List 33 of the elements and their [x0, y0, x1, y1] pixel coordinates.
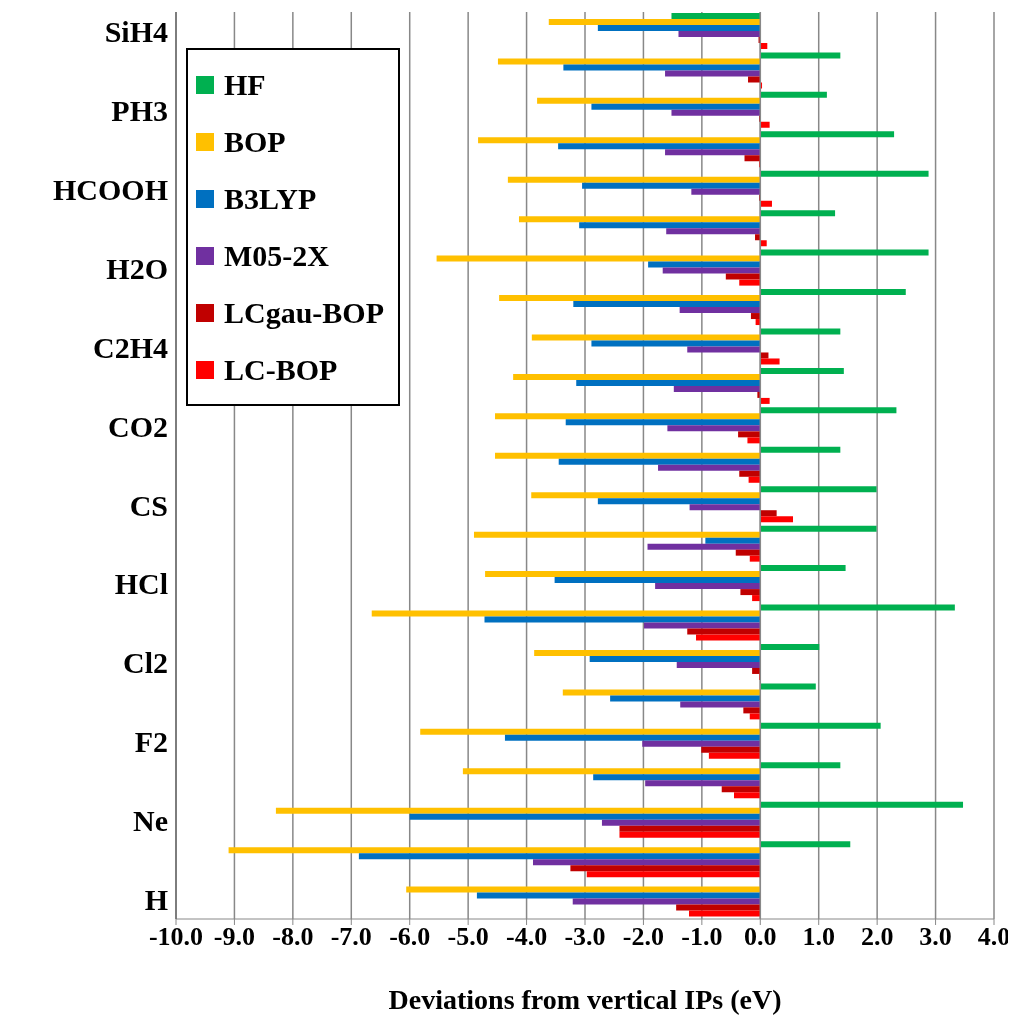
x-tick-label: -10.0 [148, 922, 204, 952]
y-tick-label: CO2 [108, 409, 168, 443]
x-tick-label: -2.0 [622, 922, 665, 952]
x-tick-label: 1.0 [802, 922, 835, 952]
x-tick-label: 3.0 [919, 922, 952, 952]
y-tick-label: PH3 [111, 94, 168, 128]
legend-label: HF [224, 67, 266, 102]
x-tick-label: 0.0 [744, 922, 777, 952]
x-tick-label: -5.0 [447, 922, 489, 952]
x-axis-title: Deviations from vertical IPs (eV) [388, 984, 782, 1015]
legend-label: B3LYP [224, 181, 317, 216]
legend-label: BOP [224, 124, 286, 159]
x-tick-label: -8.0 [272, 922, 314, 952]
x-tick-label: -6.0 [389, 922, 431, 952]
y-tick-label: CS [129, 488, 168, 522]
y-tick-label: SiH4 [104, 15, 168, 49]
y-tick-label: F2 [134, 725, 168, 759]
y-tick-label: HCl [114, 567, 168, 601]
x-tick-label: -3.0 [564, 922, 606, 952]
y-tick-label: C2H4 [93, 330, 168, 364]
x-tick-label: 2.0 [860, 922, 894, 952]
legend-label: M05-2X [224, 238, 329, 273]
x-tick-label: -4.0 [505, 922, 548, 952]
legend-label: LCgau-BOP [224, 295, 385, 330]
legend-label: LC-BOP [224, 352, 338, 387]
y-tick-label: H2O [106, 251, 168, 285]
y-tick-label: Ne [133, 804, 168, 838]
x-tick-label: -7.0 [330, 922, 372, 952]
y-tick-label: HCOOH [52, 173, 168, 207]
y-tick-label: Cl2 [123, 646, 168, 680]
x-tick-label: -1.0 [681, 922, 723, 952]
y-tick-label: H [144, 882, 168, 916]
x-tick-label: -9.0 [213, 922, 256, 952]
